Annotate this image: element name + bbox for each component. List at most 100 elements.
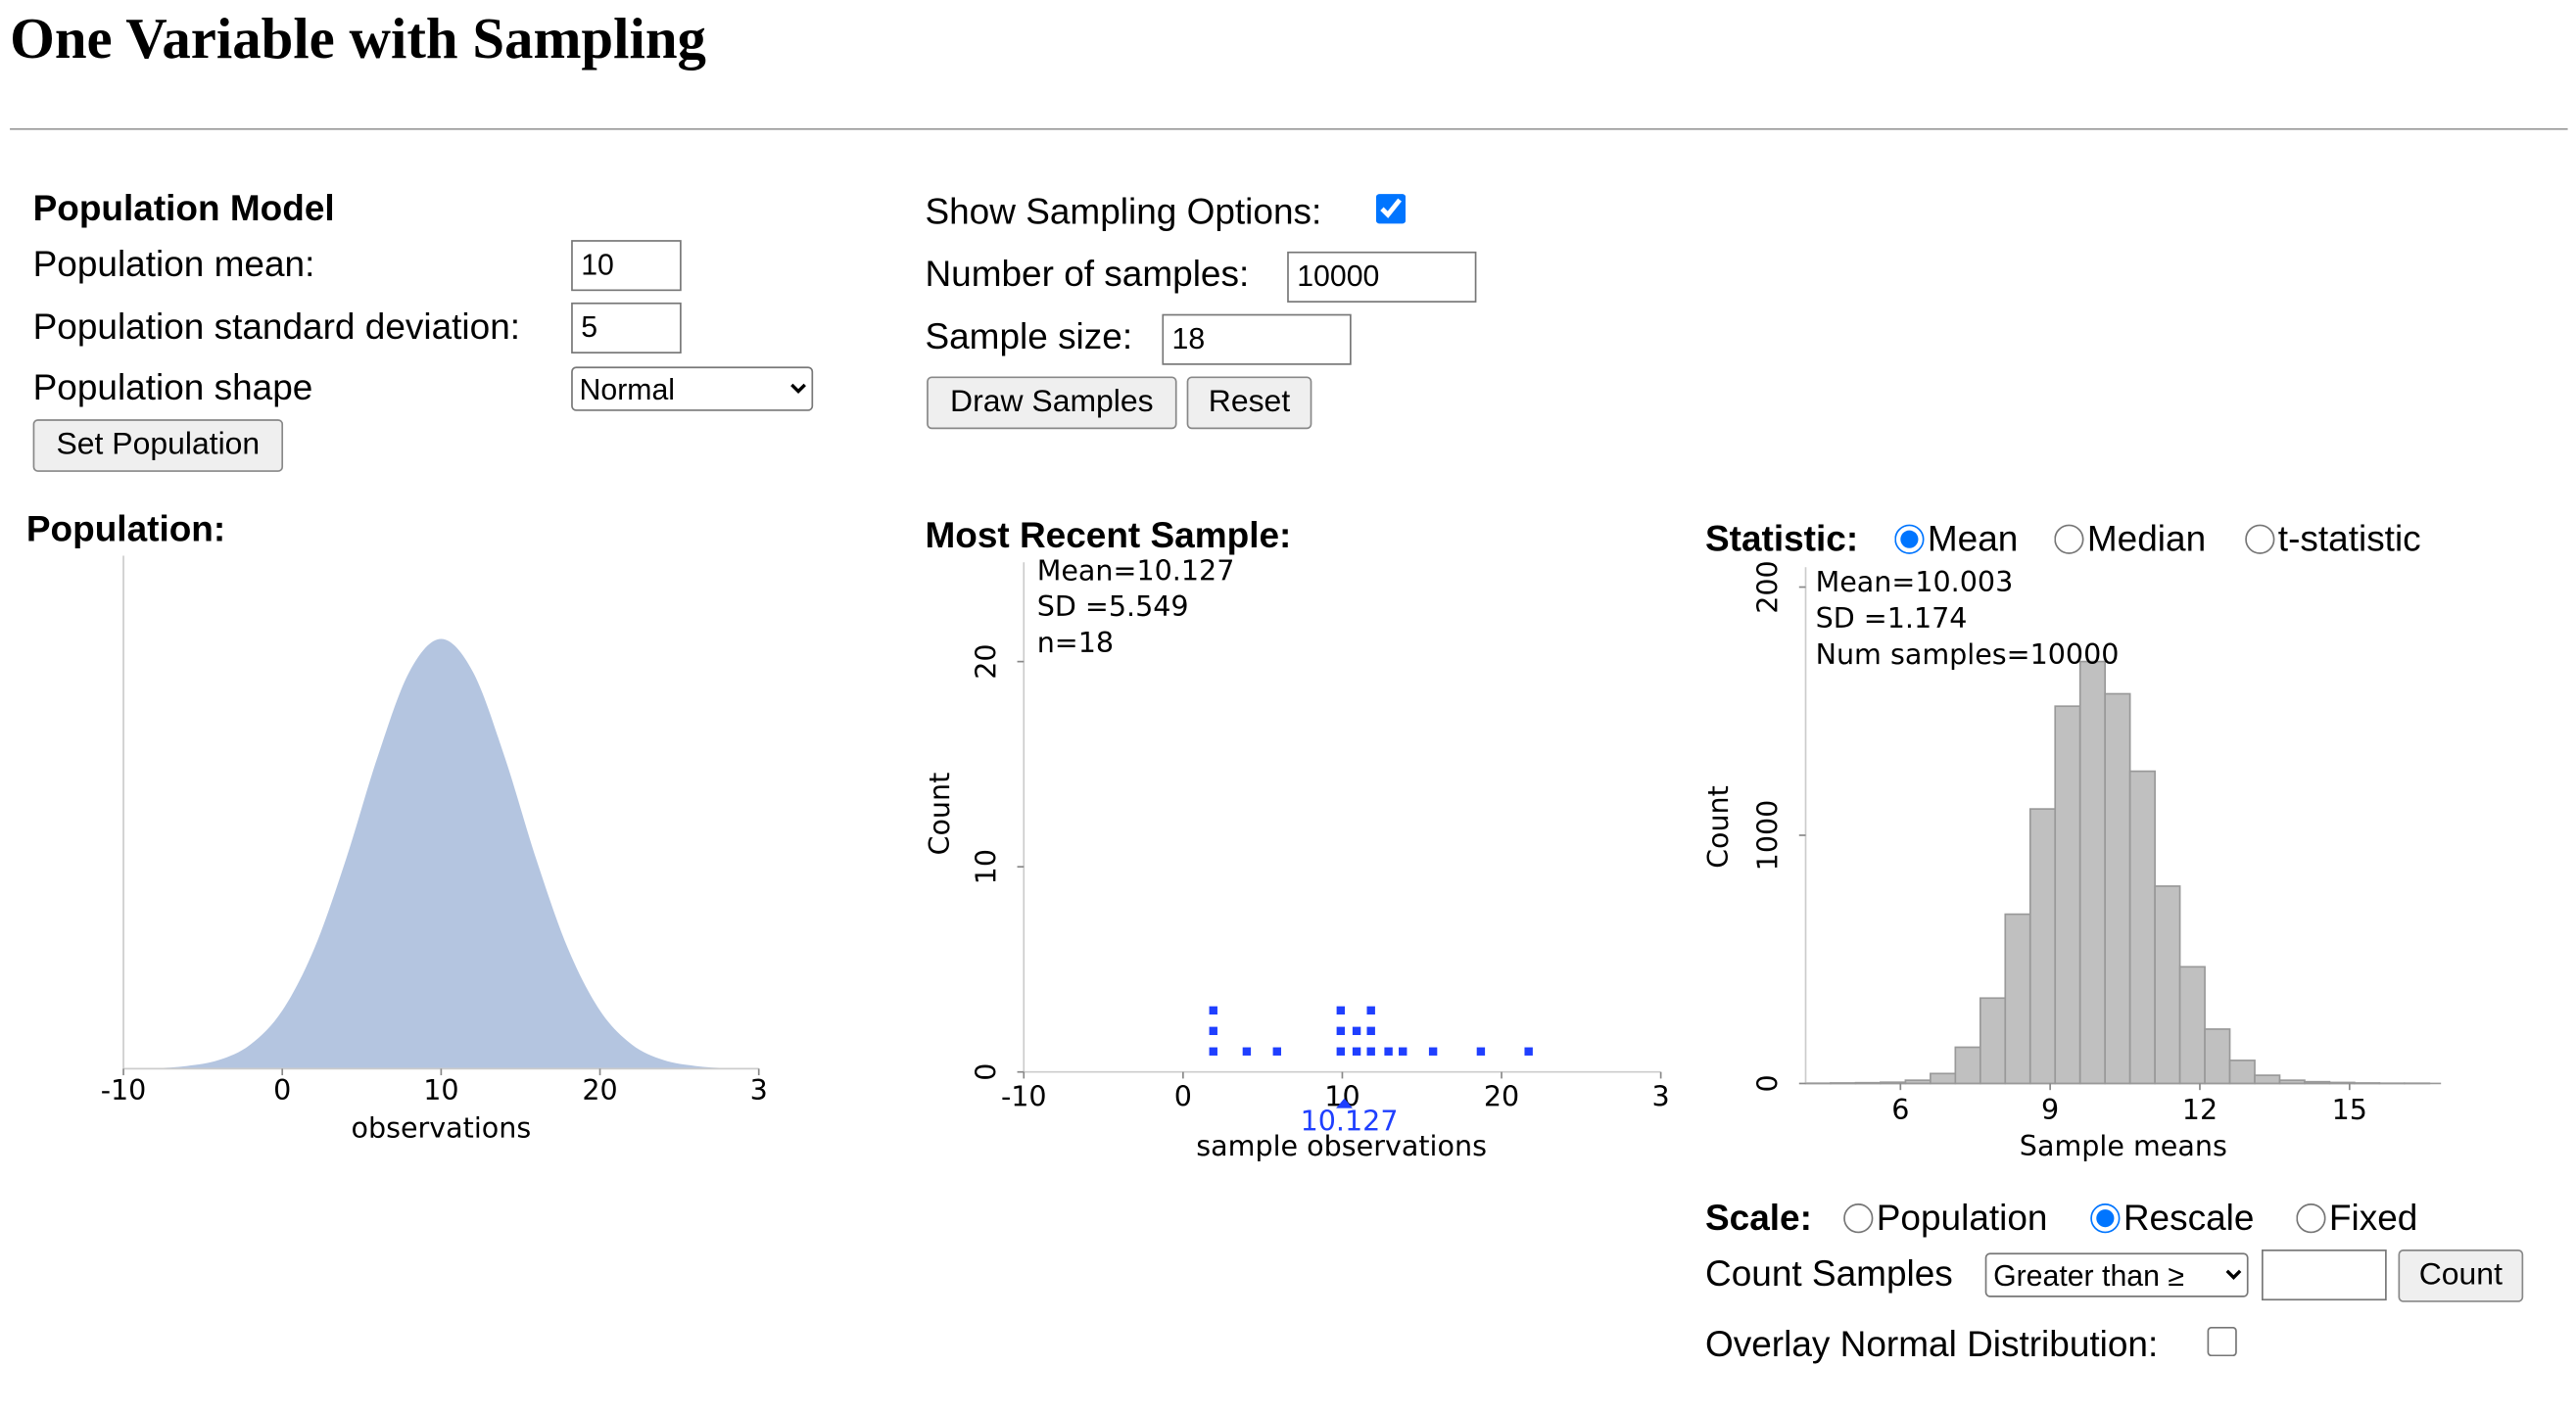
x-tick-label: 10 (423, 1073, 458, 1107)
y-tick-label: 0 (1751, 1074, 1785, 1092)
dot (1476, 1047, 1486, 1056)
title-text: Most Recent Sample: (925, 514, 1292, 556)
label-text: Statistic: (1704, 517, 1859, 559)
label: Count Samples (1704, 1252, 1953, 1295)
num-samples-input[interactable] (1287, 251, 1477, 303)
dot (1242, 1047, 1252, 1056)
mean-marker (1336, 1098, 1353, 1108)
dot (1366, 1006, 1375, 1015)
count-input[interactable] (2262, 1249, 2387, 1301)
dot (1209, 1006, 1217, 1015)
stat-text: n=18 (1037, 626, 1114, 659)
x-tick-label: 3 (750, 1073, 768, 1107)
x-axis-label: observations (351, 1110, 531, 1144)
label: Population shape (32, 366, 313, 408)
y-tick-label: 20 (969, 643, 1002, 679)
dot (1352, 1026, 1361, 1035)
title-text: Population: (25, 507, 226, 549)
section-heading: Population Model (33, 186, 335, 232)
density-area (123, 638, 759, 1069)
dot (1209, 1026, 1217, 1035)
set-population-button[interactable]: Set Population (32, 419, 284, 472)
statistic-label: Statistic: (1705, 516, 1858, 562)
dot (1428, 1047, 1438, 1056)
x-tick-label: 9 (2041, 1093, 2059, 1126)
page-title: One Variable with Sampling (10, 6, 706, 71)
radio[interactable] (2296, 1203, 2326, 1234)
radio[interactable] (1843, 1203, 1874, 1234)
dot (1209, 1047, 1217, 1056)
bar (2128, 770, 2156, 1085)
x-tick-label: 15 (2332, 1093, 2367, 1126)
bar (2154, 885, 2181, 1085)
dot (1524, 1047, 1533, 1056)
dot (1366, 1026, 1375, 1035)
stat-text: SD =1.174 (1816, 601, 1968, 635)
y-axis-label: Count (923, 773, 956, 856)
bar (2028, 808, 2057, 1085)
divider (10, 127, 2568, 130)
dot (1399, 1047, 1407, 1056)
overlay-checkbox[interactable] (2207, 1326, 2237, 1357)
heading-text: Population Model (32, 187, 335, 229)
x-tick-label: 12 (2182, 1093, 2218, 1126)
x-axis-label: Sample means (2020, 1129, 2227, 1162)
label: Sample size: (925, 315, 1133, 357)
y-tick-label: 10 (969, 849, 1002, 884)
radio[interactable] (2054, 524, 2084, 554)
stat-text: Mean=10.003 (1816, 565, 2014, 598)
x-tick-label: -10 (101, 1073, 147, 1107)
x-tick-label: -10 (1001, 1080, 1047, 1113)
radio[interactable] (1894, 524, 1925, 554)
show-sampling-checkbox[interactable] (1375, 194, 1407, 224)
mean-input[interactable] (571, 240, 682, 292)
label: Number of samples: (925, 253, 1250, 295)
shape-select[interactable]: Normal (571, 366, 814, 411)
x-axis-label: sample observations (1196, 1129, 1487, 1162)
draw-samples-button[interactable]: Draw Samples (927, 376, 1177, 430)
y-tick-label: 0 (969, 1063, 1002, 1081)
sample-size-input[interactable] (1162, 313, 1352, 365)
x-tick-label: 20 (582, 1073, 617, 1107)
x-tick-label: 0 (1174, 1080, 1192, 1113)
bar (2178, 966, 2206, 1085)
bar (1930, 1072, 1957, 1085)
label: Population mean: (32, 243, 315, 285)
count-button[interactable]: Count (2398, 1249, 2524, 1302)
dot (1352, 1047, 1361, 1056)
sd-input[interactable] (571, 302, 682, 354)
dot (1336, 1006, 1346, 1015)
dot (1336, 1026, 1346, 1035)
bar (2204, 1028, 2231, 1085)
mean-label: 10.127 (1301, 1105, 1399, 1138)
y-tick-label: 1000 (1751, 800, 1785, 872)
y-axis-label: Count (1701, 785, 1735, 869)
reset-button[interactable]: Reset (1186, 376, 1312, 430)
radio-label: t-statistic (2277, 517, 2421, 559)
radio[interactable] (2245, 524, 2275, 554)
bar (2004, 913, 2031, 1085)
x-tick-label: 0 (273, 1073, 291, 1107)
x-tick-label: 3 (1652, 1080, 1670, 1113)
bar (2228, 1060, 2256, 1085)
bar (2104, 692, 2131, 1085)
bar (1979, 997, 2007, 1085)
bar (2078, 660, 2107, 1085)
bar (2254, 1074, 2281, 1085)
radio[interactable] (2090, 1203, 2121, 1234)
stat-text: SD =5.549 (1037, 589, 1189, 623)
label: Overlay Normal Distribution: (1704, 1323, 2159, 1365)
chart-title: Population: (26, 506, 225, 552)
label-text: Scale: (1704, 1197, 1812, 1239)
label: Show Sampling Options: (925, 190, 1322, 232)
scale-label: Scale: (1705, 1196, 1812, 1242)
radio-label: Population (1876, 1197, 2048, 1239)
count-select[interactable]: Greater than ≥ (1984, 1252, 2249, 1297)
radio-label: Mean (1927, 517, 2019, 559)
stat-text: Mean=10.127 (1037, 553, 1235, 587)
y-tick-label: 200 (1751, 560, 1785, 613)
label: Population standard deviation: (32, 306, 521, 348)
stat-text: Num samples=10000 (1816, 637, 2120, 671)
